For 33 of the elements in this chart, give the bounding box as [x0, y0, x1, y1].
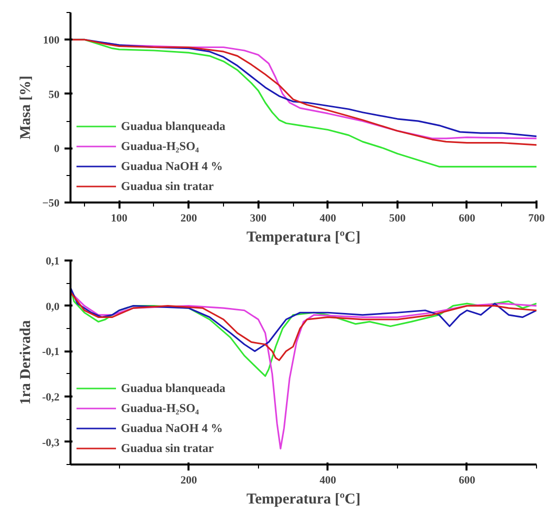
legend-label: Guadua blanqueada — [121, 118, 226, 134]
y-tick-label: 100 — [43, 34, 60, 47]
legend-label: Guadua NaOH 4 % — [121, 420, 223, 436]
line-series — [70, 286, 536, 352]
y-tick-label: -0,2 — [42, 392, 60, 404]
y-axis-title: 1ra Derivada — [18, 320, 34, 405]
y-tick-label: -0,3 — [42, 436, 60, 449]
x-axis-title: Temperatura [ºC] — [246, 492, 360, 508]
x-tick-label: 600 — [458, 212, 476, 224]
y-tick-label: 0,0 — [46, 300, 60, 313]
legend-label: Guadua blanqueada — [121, 380, 226, 396]
x-tick-label: 200 — [180, 474, 198, 486]
legend-label: Guadua NaOH 4 % — [121, 158, 223, 174]
x-axis-title: Temperatura [ºC] — [246, 230, 360, 246]
x-tick-label: 400 — [320, 212, 337, 224]
y-tick-label: −50 — [42, 198, 60, 210]
legend-label: Guadua-H₂SO₄ — [121, 400, 199, 416]
x-tick-label: 200 — [180, 212, 198, 224]
x-tick-label: 500 — [389, 212, 406, 224]
y-axis-title: Masa [%] — [18, 76, 34, 140]
x-tick-label: 600 — [458, 474, 476, 486]
legend-label: Guadua sin tratar — [121, 440, 214, 456]
y-tick-label: 0 — [54, 143, 60, 156]
x-tick-label: 300 — [250, 212, 268, 224]
line-series — [70, 291, 536, 362]
x-tick-label: 400 — [320, 474, 337, 486]
y-tick-label: 0,1 — [46, 256, 60, 268]
y-tick-label: 50 — [48, 88, 60, 101]
legend-label: Guadua-H₂SO₄ — [121, 138, 199, 154]
legend-label: Guadua sin tratar — [121, 178, 214, 194]
x-tick-label: 700 — [528, 212, 546, 224]
y-tick-label: -0,1 — [42, 346, 60, 358]
x-tick-label: 100 — [110, 212, 128, 224]
